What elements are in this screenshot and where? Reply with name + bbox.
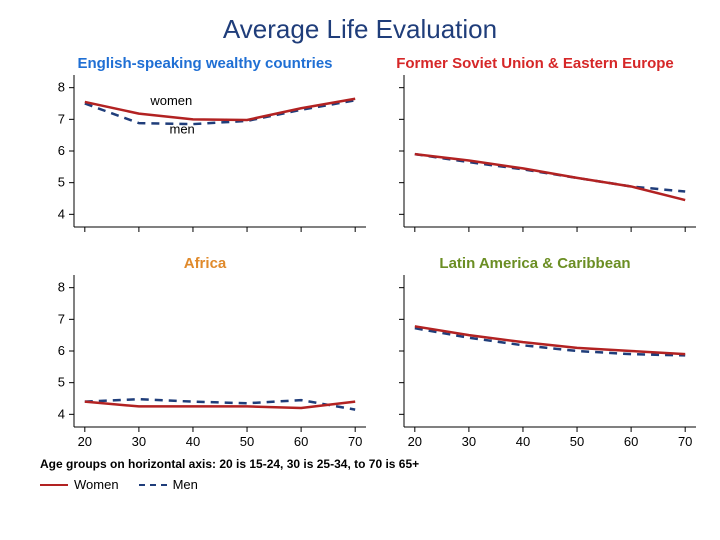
- figure-title: Average Life Evaluation: [0, 0, 720, 51]
- figure-title-text: Average Life Evaluation: [223, 14, 497, 44]
- panel-fsu: Former Soviet Union & Eastern Europe: [370, 51, 700, 251]
- legend-label-women: Women: [74, 477, 119, 492]
- svg-text:70: 70: [348, 434, 362, 449]
- inline-label: men: [169, 122, 194, 137]
- svg-text:50: 50: [240, 434, 254, 449]
- svg-text:20: 20: [78, 434, 92, 449]
- panel-africa: Africa45678203040506070: [40, 251, 370, 451]
- svg-text:7: 7: [58, 311, 65, 326]
- legend-item-men: Men: [139, 477, 198, 492]
- svg-text:8: 8: [58, 280, 65, 295]
- svg-text:70: 70: [678, 434, 692, 449]
- legend-swatch-women: [40, 484, 68, 486]
- panel-svg-africa: 4 5 6 7 8 20 30 40 50 60 70: [40, 251, 370, 451]
- inline-label: women: [149, 93, 192, 108]
- svg-text:20: 20: [408, 434, 422, 449]
- svg-text:5: 5: [58, 375, 65, 390]
- svg-text:4: 4: [58, 206, 65, 221]
- legend-item-women: Women: [40, 477, 119, 492]
- series-women-latam: [415, 326, 685, 354]
- svg-text:6: 6: [58, 343, 65, 358]
- series-women-english: [85, 99, 355, 120]
- panel-english: English-speaking wealthy countries45678w…: [40, 51, 370, 251]
- svg-text:6: 6: [58, 143, 65, 158]
- svg-text:7: 7: [58, 111, 65, 126]
- panel-svg-english: 4 5 6 7 8 women men: [40, 51, 370, 251]
- svg-text:5: 5: [58, 175, 65, 190]
- svg-text:40: 40: [516, 434, 530, 449]
- svg-text:30: 30: [462, 434, 476, 449]
- footnote: Age groups on horizontal axis: 20 is 15-…: [40, 457, 720, 471]
- svg-text:30: 30: [132, 434, 146, 449]
- series-women-fsu: [415, 154, 685, 200]
- legend-swatch-men: [139, 484, 167, 486]
- svg-text:8: 8: [58, 80, 65, 95]
- legend-label-men: Men: [173, 477, 198, 492]
- panel-svg-latam: 20 30 40 50 60 70: [370, 251, 700, 451]
- legend: Women Men: [40, 477, 720, 492]
- panel-latam: Latin America & Caribbean203040506070: [370, 251, 700, 451]
- svg-text:60: 60: [624, 434, 638, 449]
- figure-footer: Age groups on horizontal axis: 20 is 15-…: [40, 457, 720, 492]
- svg-text:40: 40: [186, 434, 200, 449]
- chart-grid: English-speaking wealthy countries45678w…: [40, 51, 700, 451]
- svg-text:50: 50: [570, 434, 584, 449]
- svg-text:60: 60: [294, 434, 308, 449]
- svg-text:4: 4: [58, 406, 65, 421]
- panel-svg-fsu: [370, 51, 700, 251]
